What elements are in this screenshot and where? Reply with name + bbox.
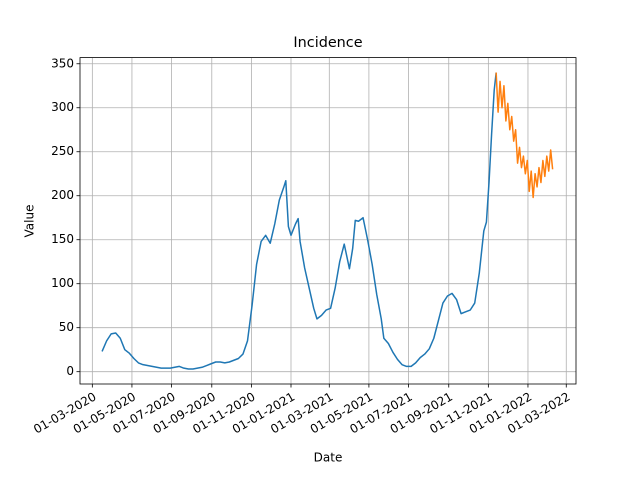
y-tick-label: 100 (51, 276, 74, 290)
y-tick-label: 200 (51, 188, 74, 202)
line-series (101, 72, 497, 370)
chart-title: Incidence (293, 35, 362, 51)
plot-frame (79, 57, 577, 385)
y-tick-label: 300 (51, 100, 74, 114)
y-tick-label: 250 (51, 144, 74, 158)
line-series (495, 72, 554, 199)
y-tick-label: 150 (51, 232, 74, 246)
y-axis-label: Value (23, 205, 37, 238)
y-tick-label: 350 (51, 56, 74, 70)
x-axis-label: Date (314, 451, 343, 465)
y-tick-label: 50 (59, 320, 74, 334)
y-tick-label: 0 (66, 364, 74, 378)
